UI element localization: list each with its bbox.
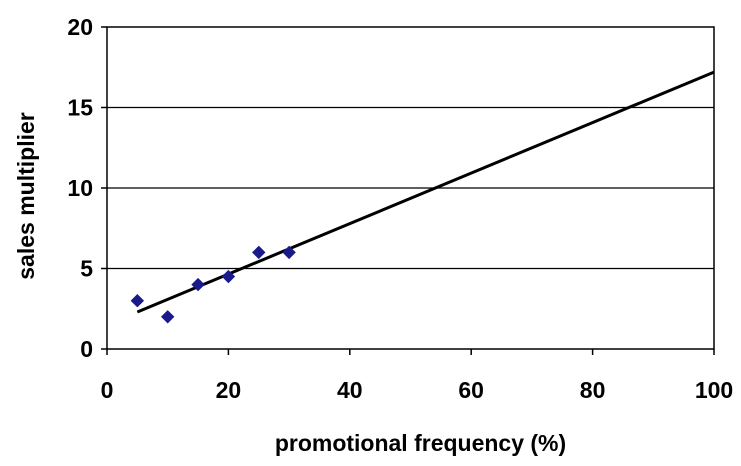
x-tick-label-20: 20 [216,377,242,403]
data-point-10 [160,310,175,324]
trendline [136,70,715,314]
data-point-15 [191,277,205,292]
y-tick-label-0: 0 [80,336,93,362]
gridlines [107,106,714,270]
y-axis-title: sales multiplier [13,112,39,280]
x-axis-title: promotional frequency (%) [275,430,566,456]
y-tick-label-20: 20 [67,14,93,40]
data-point-20 [221,269,236,284]
y-axis-ticks: 0 5 10 15 20 [67,14,107,362]
x-tick-label-80: 80 [580,377,606,403]
data-points [130,245,296,324]
x-axis-ticks: 0 20 40 60 80 100 [101,349,733,403]
x-tick-label-40: 40 [337,377,363,403]
data-point-5 [130,293,145,308]
y-tick-label-15: 15 [67,95,93,121]
y-tick-label-5: 5 [80,256,93,282]
x-tick-label-0: 0 [101,377,114,403]
data-point-30 [282,245,296,260]
x-tick-label-60: 60 [458,377,484,403]
y-tick-label-10: 10 [67,175,93,201]
x-tick-label-100: 100 [695,377,733,403]
trendline-layer [136,70,715,314]
data-point-25 [252,245,266,260]
